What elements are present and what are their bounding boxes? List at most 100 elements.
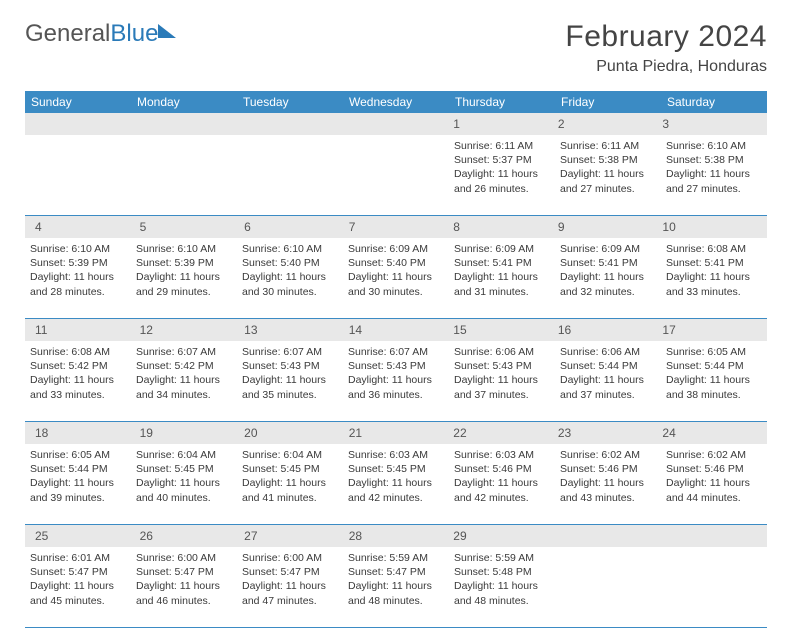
sunset-line: Sunset: 5:46 PM <box>560 462 656 476</box>
day-number: 25 <box>30 527 135 545</box>
sunset-line: Sunset: 5:40 PM <box>348 256 444 270</box>
calendar-cell: Sunrise: 6:00 AMSunset: 5:47 PMDaylight:… <box>237 547 343 627</box>
day-number-row: 123 <box>25 113 767 135</box>
daylight-line: Daylight: 11 hours and 38 minutes. <box>666 373 762 401</box>
daylight-line: Daylight: 11 hours and 46 minutes. <box>136 579 232 607</box>
sunrise-line: Sunrise: 6:02 AM <box>666 448 762 462</box>
daylight-line: Daylight: 11 hours and 42 minutes. <box>348 476 444 504</box>
sunset-line: Sunset: 5:42 PM <box>30 359 126 373</box>
sunset-line: Sunset: 5:47 PM <box>30 565 126 579</box>
sunrise-line: Sunrise: 6:11 AM <box>454 139 550 153</box>
day-number: 27 <box>239 527 344 545</box>
logo-part2: Blue <box>110 20 158 47</box>
sunset-line: Sunset: 5:45 PM <box>136 462 232 476</box>
sunset-line: Sunset: 5:42 PM <box>136 359 232 373</box>
sunset-line: Sunset: 5:43 PM <box>348 359 444 373</box>
sunset-line: Sunset: 5:43 PM <box>242 359 338 373</box>
day-number: 20 <box>239 424 344 442</box>
daylight-line: Daylight: 11 hours and 39 minutes. <box>30 476 126 504</box>
calendar-cell <box>661 547 767 627</box>
calendar-cell: Sunrise: 6:02 AMSunset: 5:46 PMDaylight:… <box>661 444 767 524</box>
daylight-line: Daylight: 11 hours and 45 minutes. <box>30 579 126 607</box>
calendar-cell <box>131 135 237 215</box>
day-number: 15 <box>448 321 553 339</box>
sunset-line: Sunset: 5:45 PM <box>242 462 338 476</box>
sunrise-line: Sunrise: 6:00 AM <box>242 551 338 565</box>
sunrise-line: Sunrise: 6:08 AM <box>30 345 126 359</box>
day-number-row: 45678910 <box>25 216 767 238</box>
daylight-line: Daylight: 11 hours and 31 minutes. <box>454 270 550 298</box>
day-number <box>657 527 762 545</box>
sunset-line: Sunset: 5:39 PM <box>30 256 126 270</box>
day-number <box>553 527 658 545</box>
calendar-cell: Sunrise: 6:07 AMSunset: 5:42 PMDaylight:… <box>131 341 237 421</box>
week-row: Sunrise: 6:11 AMSunset: 5:37 PMDaylight:… <box>25 135 767 216</box>
day-header-cell: Wednesday <box>343 91 449 113</box>
day-number-row: 11121314151617 <box>25 319 767 341</box>
sunset-line: Sunset: 5:46 PM <box>666 462 762 476</box>
sunrise-line: Sunrise: 5:59 AM <box>454 551 550 565</box>
calendar: SundayMondayTuesdayWednesdayThursdayFrid… <box>25 91 767 628</box>
week-row: Sunrise: 6:01 AMSunset: 5:47 PMDaylight:… <box>25 547 767 628</box>
daylight-line: Daylight: 11 hours and 35 minutes. <box>242 373 338 401</box>
calendar-cell: Sunrise: 5:59 AMSunset: 5:47 PMDaylight:… <box>343 547 449 627</box>
day-number <box>344 115 449 133</box>
calendar-cell: Sunrise: 6:05 AMSunset: 5:44 PMDaylight:… <box>661 341 767 421</box>
day-number: 12 <box>135 321 240 339</box>
day-number: 5 <box>135 218 240 236</box>
day-number: 26 <box>135 527 240 545</box>
logo-part1: General <box>25 20 110 47</box>
sunrise-line: Sunrise: 6:10 AM <box>666 139 762 153</box>
sunset-line: Sunset: 5:44 PM <box>560 359 656 373</box>
sunrise-line: Sunrise: 6:11 AM <box>560 139 656 153</box>
daylight-line: Daylight: 11 hours and 37 minutes. <box>560 373 656 401</box>
logo-text: GeneralBlue <box>25 20 158 48</box>
calendar-cell: Sunrise: 6:07 AMSunset: 5:43 PMDaylight:… <box>343 341 449 421</box>
day-header-cell: Saturday <box>661 91 767 113</box>
day-number: 23 <box>553 424 658 442</box>
calendar-cell: Sunrise: 6:08 AMSunset: 5:41 PMDaylight:… <box>661 238 767 318</box>
sunset-line: Sunset: 5:48 PM <box>454 565 550 579</box>
sunrise-line: Sunrise: 6:00 AM <box>136 551 232 565</box>
calendar-cell <box>25 135 131 215</box>
day-number <box>135 115 240 133</box>
calendar-cell: Sunrise: 6:06 AMSunset: 5:44 PMDaylight:… <box>555 341 661 421</box>
daylight-line: Daylight: 11 hours and 34 minutes. <box>136 373 232 401</box>
daylight-line: Daylight: 11 hours and 44 minutes. <box>666 476 762 504</box>
sunset-line: Sunset: 5:47 PM <box>136 565 232 579</box>
day-number: 13 <box>239 321 344 339</box>
daylight-line: Daylight: 11 hours and 47 minutes. <box>242 579 338 607</box>
daylight-line: Daylight: 11 hours and 48 minutes. <box>348 579 444 607</box>
daylight-line: Daylight: 11 hours and 36 minutes. <box>348 373 444 401</box>
day-number <box>30 115 135 133</box>
sunset-line: Sunset: 5:47 PM <box>348 565 444 579</box>
sunset-line: Sunset: 5:41 PM <box>666 256 762 270</box>
daylight-line: Daylight: 11 hours and 40 minutes. <box>136 476 232 504</box>
sunrise-line: Sunrise: 6:07 AM <box>136 345 232 359</box>
day-number: 4 <box>30 218 135 236</box>
day-header-cell: Thursday <box>449 91 555 113</box>
sunrise-line: Sunrise: 6:03 AM <box>454 448 550 462</box>
day-number: 22 <box>448 424 553 442</box>
day-number: 14 <box>344 321 449 339</box>
calendar-cell: Sunrise: 6:10 AMSunset: 5:40 PMDaylight:… <box>237 238 343 318</box>
day-number-row: 18192021222324 <box>25 422 767 444</box>
daylight-line: Daylight: 11 hours and 41 minutes. <box>242 476 338 504</box>
day-number <box>239 115 344 133</box>
day-number: 7 <box>344 218 449 236</box>
daylight-line: Daylight: 11 hours and 30 minutes. <box>242 270 338 298</box>
sunrise-line: Sunrise: 5:59 AM <box>348 551 444 565</box>
daylight-line: Daylight: 11 hours and 33 minutes. <box>30 373 126 401</box>
calendar-cell: Sunrise: 6:11 AMSunset: 5:37 PMDaylight:… <box>449 135 555 215</box>
daylight-line: Daylight: 11 hours and 26 minutes. <box>454 167 550 195</box>
sunrise-line: Sunrise: 6:10 AM <box>30 242 126 256</box>
sunrise-line: Sunrise: 6:10 AM <box>136 242 232 256</box>
sunrise-line: Sunrise: 6:03 AM <box>348 448 444 462</box>
calendar-cell: Sunrise: 6:09 AMSunset: 5:41 PMDaylight:… <box>449 238 555 318</box>
calendar-cell: Sunrise: 6:10 AMSunset: 5:39 PMDaylight:… <box>131 238 237 318</box>
sunrise-line: Sunrise: 6:05 AM <box>666 345 762 359</box>
week-row: Sunrise: 6:08 AMSunset: 5:42 PMDaylight:… <box>25 341 767 422</box>
week-row: Sunrise: 6:10 AMSunset: 5:39 PMDaylight:… <box>25 238 767 319</box>
sunset-line: Sunset: 5:47 PM <box>242 565 338 579</box>
calendar-cell: Sunrise: 6:08 AMSunset: 5:42 PMDaylight:… <box>25 341 131 421</box>
